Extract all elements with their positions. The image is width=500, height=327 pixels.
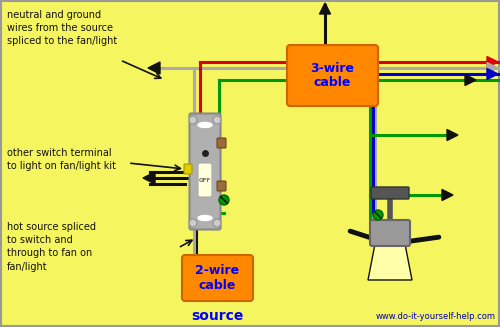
Ellipse shape xyxy=(198,123,212,128)
FancyBboxPatch shape xyxy=(287,45,378,106)
FancyBboxPatch shape xyxy=(371,187,409,199)
Text: source: source xyxy=(192,309,244,323)
Text: hot source spliced
to switch and
through to fan on
fan/light: hot source spliced to switch and through… xyxy=(7,222,96,272)
FancyBboxPatch shape xyxy=(217,138,226,148)
Text: www.do-it-yourself-help.com: www.do-it-yourself-help.com xyxy=(376,312,496,321)
FancyBboxPatch shape xyxy=(198,163,212,197)
Circle shape xyxy=(213,219,221,227)
Text: OFF: OFF xyxy=(199,178,211,182)
Circle shape xyxy=(189,219,197,227)
Text: neutral and ground
wires from the source
spliced to the fan/light: neutral and ground wires from the source… xyxy=(7,10,117,46)
Text: other switch terminal
to light on fan/light kit: other switch terminal to light on fan/li… xyxy=(7,148,116,171)
FancyBboxPatch shape xyxy=(217,181,226,191)
Polygon shape xyxy=(487,62,498,74)
Polygon shape xyxy=(368,244,412,280)
Polygon shape xyxy=(487,57,498,67)
Circle shape xyxy=(213,116,221,124)
Circle shape xyxy=(219,195,229,205)
Polygon shape xyxy=(465,75,476,85)
Text: 3-wire
cable: 3-wire cable xyxy=(310,61,354,90)
Polygon shape xyxy=(148,62,160,74)
Polygon shape xyxy=(143,172,155,184)
FancyBboxPatch shape xyxy=(184,164,192,174)
FancyBboxPatch shape xyxy=(182,255,253,301)
Text: 2-wire
cable: 2-wire cable xyxy=(196,264,240,292)
Circle shape xyxy=(373,210,383,220)
FancyBboxPatch shape xyxy=(370,220,410,246)
Polygon shape xyxy=(442,190,453,200)
Polygon shape xyxy=(487,68,498,79)
Polygon shape xyxy=(447,129,458,141)
FancyBboxPatch shape xyxy=(190,113,220,230)
Polygon shape xyxy=(320,3,330,14)
Ellipse shape xyxy=(198,215,212,220)
Circle shape xyxy=(189,116,197,124)
